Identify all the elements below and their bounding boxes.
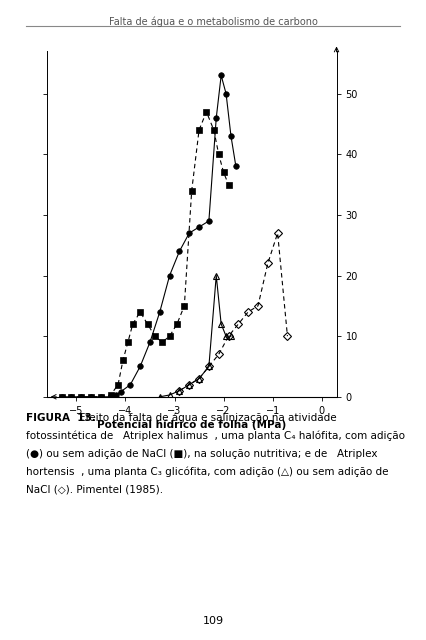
Text: hortensis  , uma planta C₃ glicófita, com adição (△) ou sem adição de: hortensis , uma planta C₃ glicófita, com… [26,467,388,477]
Text: NaCl (◇). Pimentel (1985).: NaCl (◇). Pimentel (1985). [26,484,163,495]
Text: fotossintética de   Atriplex halimus  , uma planta C₄ halófita, com adição: fotossintética de Atriplex halimus , uma… [26,431,405,441]
Text: (●) ou sem adição de NaCl (■), na solução nutritiva; e de   Atriplex: (●) ou sem adição de NaCl (■), na soluçã… [26,449,377,459]
Text: FIGURA  13.: FIGURA 13. [26,413,95,423]
Text: Falta de água e o metabolismo de carbono: Falta de água e o metabolismo de carbono [109,17,317,27]
Text: Efeito da falta de água e salinização na atividade: Efeito da falta de água e salinização na… [79,413,337,423]
Text: 109: 109 [202,616,224,626]
X-axis label: Potencial hídrico de folha (MPa): Potencial hídrico de folha (MPa) [97,420,286,431]
